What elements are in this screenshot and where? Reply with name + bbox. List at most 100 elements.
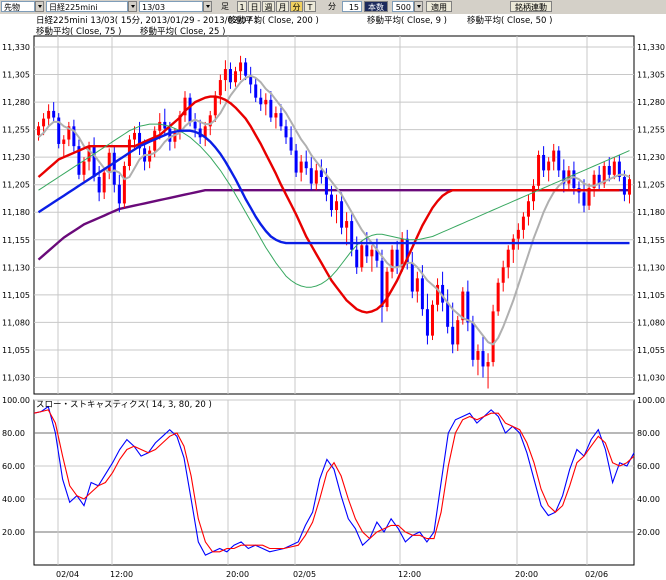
candle-down: [471, 322, 475, 360]
legend-ma-75: 移動平均( Close, 75 ): [36, 26, 121, 37]
candle-up: [87, 146, 91, 162]
candle-up: [456, 320, 460, 345]
candle-down: [72, 126, 76, 147]
candle-up: [592, 174, 596, 189]
price-tick-left: 11,305: [2, 71, 30, 80]
candle-down: [410, 262, 414, 292]
stochastic-tick-right: 60.00: [637, 462, 660, 471]
month-select[interactable]: 13/03: [139, 1, 203, 12]
candle-up: [62, 139, 66, 144]
candle-down: [249, 75, 253, 85]
candles-layer: [37, 55, 631, 389]
stochastic-tick-left: 80.00: [2, 429, 25, 438]
price-tick-left: 11,155: [2, 236, 30, 245]
price-tick-right: 11,330: [637, 43, 665, 52]
price-tick-left: 11,280: [2, 98, 30, 107]
candle-down: [168, 128, 172, 142]
price-tick-right: 11,030: [637, 373, 665, 382]
candle-down: [324, 176, 328, 195]
price-tick-right: 11,280: [637, 98, 665, 107]
candle-down: [77, 146, 81, 175]
candle-down: [441, 284, 445, 303]
price-tick-left: 11,130: [2, 263, 30, 272]
candle-up: [218, 80, 222, 96]
candle-down: [254, 84, 258, 98]
period-button-week[interactable]: 週: [262, 1, 275, 12]
chart-background: [0, 14, 666, 580]
apply-button[interactable]: 適用: [426, 1, 452, 12]
chevron-down-icon[interactable]: [414, 1, 423, 12]
stochastic-tick-left: 20.00: [2, 528, 25, 537]
price-tick-right: 11,205: [637, 181, 665, 190]
price-tick-right: 11,305: [637, 71, 665, 80]
price-tick-right: 11,230: [637, 153, 665, 162]
candle-down: [405, 238, 409, 263]
candle-down: [340, 201, 344, 228]
candle-up: [173, 132, 177, 142]
period-button-day[interactable]: 日: [248, 1, 261, 12]
candle-up: [274, 113, 278, 118]
candle-up: [612, 161, 616, 175]
price-tick-left: 11,205: [2, 181, 30, 190]
candle-up: [158, 121, 162, 131]
candle-down: [228, 69, 232, 83]
candle-up: [400, 238, 404, 268]
candle-up: [521, 216, 525, 230]
candle-up: [148, 150, 152, 162]
candle-down: [289, 137, 293, 151]
candle-down: [617, 161, 621, 177]
instrument-select-value: 日経225mini: [49, 3, 98, 12]
candle-up: [47, 110, 51, 119]
candle-down: [294, 150, 298, 173]
chevron-down-icon[interactable]: [203, 1, 212, 12]
chart-title: 日経225mini 13/03( 15分, 2013/01/29 - 2013/…: [36, 15, 258, 26]
candle-down: [279, 113, 283, 127]
toolbar: 先物 日経225mini 13/03 足 1 日 週 月 分 T 分 15 本数…: [0, 0, 666, 15]
price-tick-right: 11,130: [637, 263, 665, 272]
period-button-tick[interactable]: T: [304, 1, 316, 12]
stochastic-tick-right: 40.00: [637, 495, 660, 504]
time-tick-label: 20:00: [226, 570, 249, 579]
candle-up: [67, 126, 71, 140]
candle-down: [425, 309, 429, 336]
bars-label: 本数: [364, 1, 388, 12]
chevron-down-icon[interactable]: [128, 1, 137, 12]
candle-up: [208, 115, 212, 127]
candle-down: [365, 245, 369, 257]
period-button-minute[interactable]: 分: [290, 1, 303, 12]
candle-down: [117, 184, 121, 204]
candle-down: [329, 194, 333, 211]
price-tick-right: 11,155: [637, 236, 665, 245]
mode-label: 足: [221, 2, 229, 11]
link-symbol-button[interactable]: 銘柄連動: [510, 1, 552, 12]
period-button-month[interactable]: 月: [276, 1, 289, 12]
candle-up: [370, 249, 374, 257]
candle-down: [557, 150, 561, 171]
time-tick-label: 20:00: [515, 570, 538, 579]
ma-9-line: [37, 74, 630, 346]
price-tick-right: 11,055: [637, 346, 665, 355]
symbol-select-value: 先物: [4, 3, 20, 12]
instrument-select[interactable]: 日経225mini: [46, 1, 128, 12]
candle-up: [415, 278, 419, 292]
price-tick-right: 11,080: [637, 318, 665, 327]
interval-input[interactable]: 15: [342, 1, 362, 12]
candle-up: [506, 249, 510, 268]
period-button-1[interactable]: 1: [237, 1, 247, 12]
candle-up: [345, 221, 349, 228]
bars-input[interactable]: 500: [392, 1, 414, 12]
chart-area: 11,330 11,330 11,305 11,305 11,280 11,280 11,2…: [0, 14, 666, 580]
ma-25-line: [37, 95, 620, 314]
chevron-down-icon[interactable]: [35, 1, 44, 12]
candle-down: [138, 132, 142, 149]
candle-up: [132, 132, 136, 140]
candle-up: [385, 271, 389, 307]
candle-down: [446, 302, 450, 327]
candle-up: [491, 311, 495, 363]
candle-down: [355, 249, 359, 268]
candle-down: [597, 174, 601, 184]
symbol-select[interactable]: 先物: [1, 1, 35, 12]
candle-up: [264, 99, 268, 105]
candle-down: [542, 154, 546, 171]
legend-ma-200: 移動平均( Close, 200 ): [228, 15, 319, 26]
